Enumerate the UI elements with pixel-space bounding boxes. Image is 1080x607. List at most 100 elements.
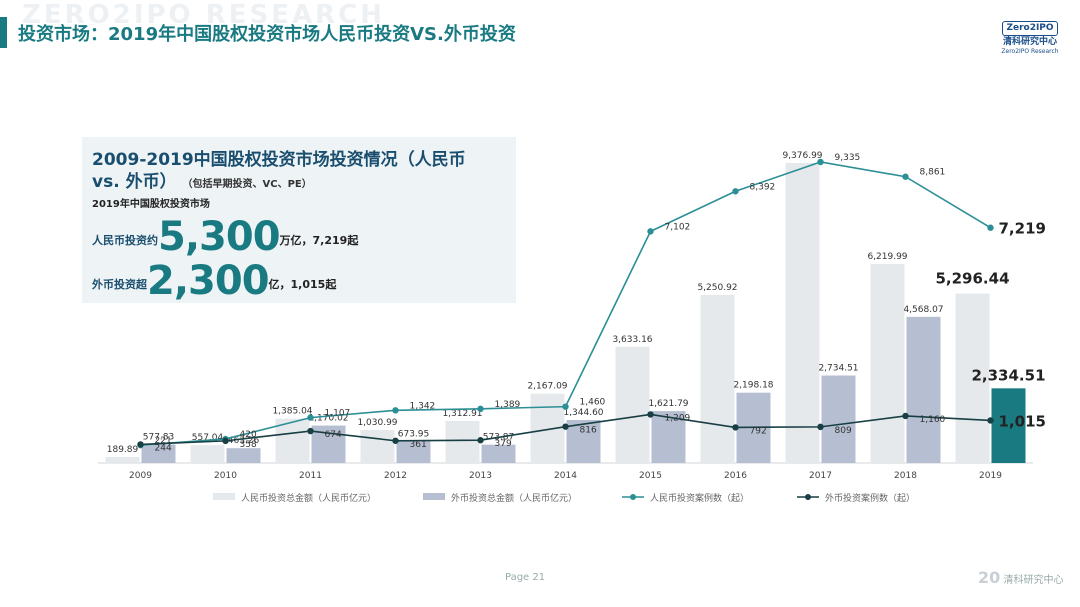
rmb-amount: 5,300 (158, 214, 281, 260)
line-fx-count-point (307, 427, 314, 435)
line-rmb-count-point (902, 173, 909, 180)
line-rmb-count-point (987, 224, 994, 231)
label-fx-amount: 2,198.18 (733, 381, 773, 391)
summary-subtitle: 2019年中国股权投资市场 (92, 199, 210, 210)
legend-label: 外币投资案例数（起） (825, 492, 915, 504)
bar-rmb-amount (870, 264, 905, 463)
page-title: 投资市场：2019年中国股权投资市场人民币投资VS.外币投资 (18, 24, 516, 45)
legend-swatch-point (805, 494, 811, 500)
title-accent-bar (0, 17, 7, 48)
line-fx-count-label: 674 (325, 430, 342, 440)
line-rmb-count-label: 1,389 (495, 400, 521, 410)
line-fx-count-label: 379 (495, 439, 512, 449)
bar-fx-amount (566, 419, 601, 463)
line-rmb-count-label: 1,107 (325, 409, 351, 419)
fx-amount: 2,300 (147, 258, 270, 304)
bar-fx-amount (396, 441, 431, 463)
line-fx-count-label: 1,015 (999, 412, 1046, 430)
line-fx-count-point (137, 441, 144, 448)
line-rmb-count-point (732, 188, 739, 195)
label-rmb-amount: 1,030.99 (357, 418, 397, 428)
legend-label: 人民币投资案例数（起） (650, 492, 749, 504)
rmb-highlight: 人民币投资约5,300万亿，7,219起 (92, 217, 358, 257)
x-tick-label: 2017 (809, 471, 832, 481)
bar-fx-amount (906, 316, 941, 463)
line-fx-count-label: 809 (835, 426, 852, 436)
line-rmb-count-label: 1,460 (580, 398, 606, 408)
line-rmb-count-label: 1,342 (410, 401, 436, 411)
label-fx-amount: 4,568.07 (903, 305, 943, 315)
legend-label: 外币投资总金额（人民币亿元） (451, 492, 577, 504)
line-fx-count-point (732, 424, 739, 431)
line-rmb-count-label: 7,219 (999, 220, 1046, 238)
line-fx-count-label: 358 (240, 440, 257, 450)
label-fx-amount: 2,734.51 (818, 364, 858, 374)
bar-fx-amount (821, 375, 856, 463)
label-rmb-amount: 6,219.99 (867, 252, 907, 262)
line-rmb-count-point (307, 414, 314, 421)
watermark: ZERO2IPO RESEARCH (22, 0, 385, 30)
legend-swatch (213, 493, 235, 500)
x-tick-label: 2019 (979, 471, 1002, 481)
bar-rmb-amount (955, 293, 990, 463)
line-fx-count-label: 244 (155, 443, 172, 453)
bar-rmb-amount (190, 445, 225, 463)
label-rmb-amount: 1,312.91 (442, 409, 482, 419)
footer-logo: 20 清科研究中心 (978, 568, 1063, 587)
line-fx-count-label: 1,209 (665, 413, 691, 423)
line-rmb-count-label: 420 (240, 430, 257, 440)
legend-swatch (423, 493, 445, 500)
line-fx-count-label: 792 (750, 426, 767, 436)
fx-tail: 亿，1,015起 (268, 278, 337, 291)
line-fx-count-label: 361 (410, 440, 427, 450)
label-fx-amount: 463.26 (228, 436, 260, 446)
logo-subname: Zero2IPO Research (1001, 48, 1059, 55)
label-fx-amount: 673.95 (398, 429, 430, 439)
line-fx-count-point (477, 437, 484, 444)
line-rmb-count-point (392, 407, 399, 414)
label-rmb-amount: 5,250.92 (697, 283, 737, 293)
fx-highlight: 外币投资超2,300亿，1,015起 (92, 261, 336, 301)
line-rmb-count-label: 221 (155, 436, 172, 446)
line-fx-count-point (987, 417, 994, 424)
logo-name: 清科研究中心 (1002, 37, 1057, 47)
x-tick-label: 2018 (894, 471, 917, 481)
summary-note: （包括早期投资、VC、PE） (182, 179, 312, 190)
bar-rmb-amount (105, 456, 140, 463)
summary-panel: 2009-2019中国股权投资市场投资情况（人民币 vs. 外币） （包括早期投… (82, 137, 516, 303)
line-fx-count-point (222, 437, 229, 445)
line-rmb-count-label: 8,392 (750, 182, 776, 192)
bar-rmb-amount (615, 346, 650, 463)
label-rmb-amount: 3,633.16 (612, 335, 652, 345)
brand-logo: Zero2IPO 清科研究中心 Zero2IPO Research (996, 15, 1064, 55)
label-fx-amount: 2,334.51 (971, 366, 1045, 384)
bar-fx-amount (226, 448, 261, 463)
bar-fx-amount (991, 388, 1026, 463)
line-fx-count-label: 1,160 (920, 415, 946, 425)
legend-swatch-point (630, 494, 636, 500)
bar-fx-amount (481, 444, 516, 463)
rmb-label: 人民币投资约 (92, 234, 158, 247)
label-fx-amount: 1,344.60 (563, 408, 603, 418)
label-fx-amount: 1,170.02 (308, 414, 348, 424)
label-fx-amount: 1,621.79 (648, 399, 688, 409)
summary-title-line2: vs. 外币） （包括早期投资、VC、PE） (92, 171, 312, 196)
line-rmb-count-point (477, 405, 484, 413)
bar-rmb-amount (445, 420, 480, 463)
x-tick-label: 2009 (129, 471, 152, 481)
bar-rmb-amount (700, 295, 735, 463)
bar-rmb-amount (360, 430, 395, 463)
x-tick-label: 2014 (554, 471, 577, 481)
label-rmb-amount: 9,376.99 (782, 151, 822, 161)
x-tick-label: 2010 (214, 471, 237, 481)
legend-label: 人民币投资总金额（人民币亿元） (241, 492, 376, 504)
logo-mark: Zero2IPO (1002, 21, 1058, 36)
x-tick-label: 2015 (639, 471, 662, 481)
label-rmb-amount: 2,167.09 (527, 382, 567, 392)
footer-logo-mark: 20 (978, 568, 1001, 587)
line-rmb-count-point (562, 403, 569, 410)
line-fx-count-point (392, 437, 399, 444)
line-fx-count-point (817, 423, 824, 431)
line-fx-count-point (647, 411, 654, 418)
footer-logo-text: 清科研究中心 (1003, 575, 1064, 586)
